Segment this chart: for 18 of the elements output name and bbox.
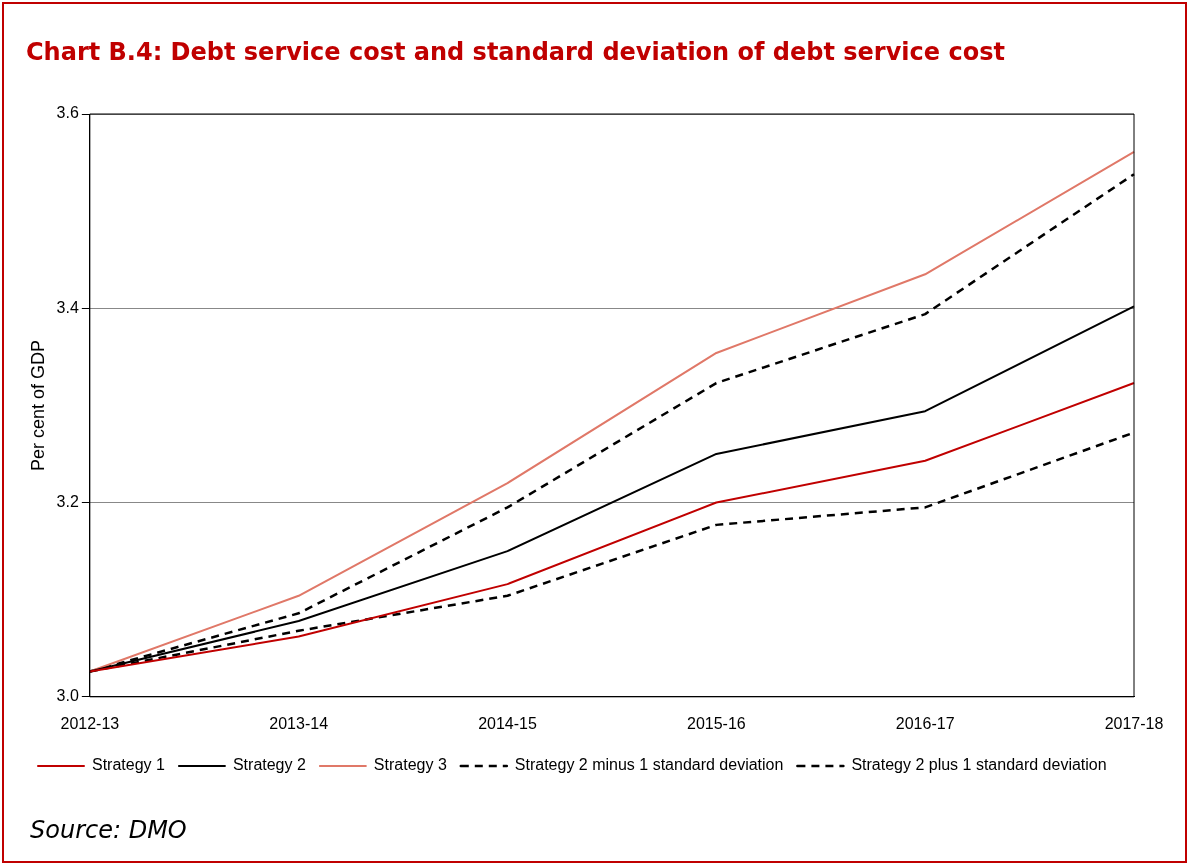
x-tick-label: 2015-16 [686, 714, 746, 732]
x-tick-label: 2013-14 [269, 714, 329, 732]
legend-label: Strategy 2 minus 1 standard deviation [514, 756, 784, 774]
chart-title: Chart B.4: Debt service cost and standard deviation of debt service cost [26, 38, 1005, 66]
legend-label: Strategy 2 [232, 756, 306, 774]
y-tick-label: 3.2 [56, 492, 79, 510]
y-axis-title: Per cent of GDP [27, 339, 48, 471]
x-tick-label: 2017-18 [1104, 714, 1164, 732]
y-tick-label: 3.6 [56, 104, 79, 122]
legend-label: Strategy 1 [92, 756, 166, 774]
y-tick-label: 3.0 [56, 687, 79, 705]
x-tick-label: 2014-15 [478, 714, 537, 732]
legend-label: Strategy 2 plus 1 standard deviation [851, 756, 1107, 774]
x-tick-label: 2012-13 [60, 714, 120, 732]
x-tick-label: 2016-17 [895, 714, 955, 732]
source-note: Source: DMO [30, 816, 187, 844]
y-tick-label: 3.4 [56, 298, 79, 316]
legend-label: Strategy 3 [373, 756, 447, 774]
